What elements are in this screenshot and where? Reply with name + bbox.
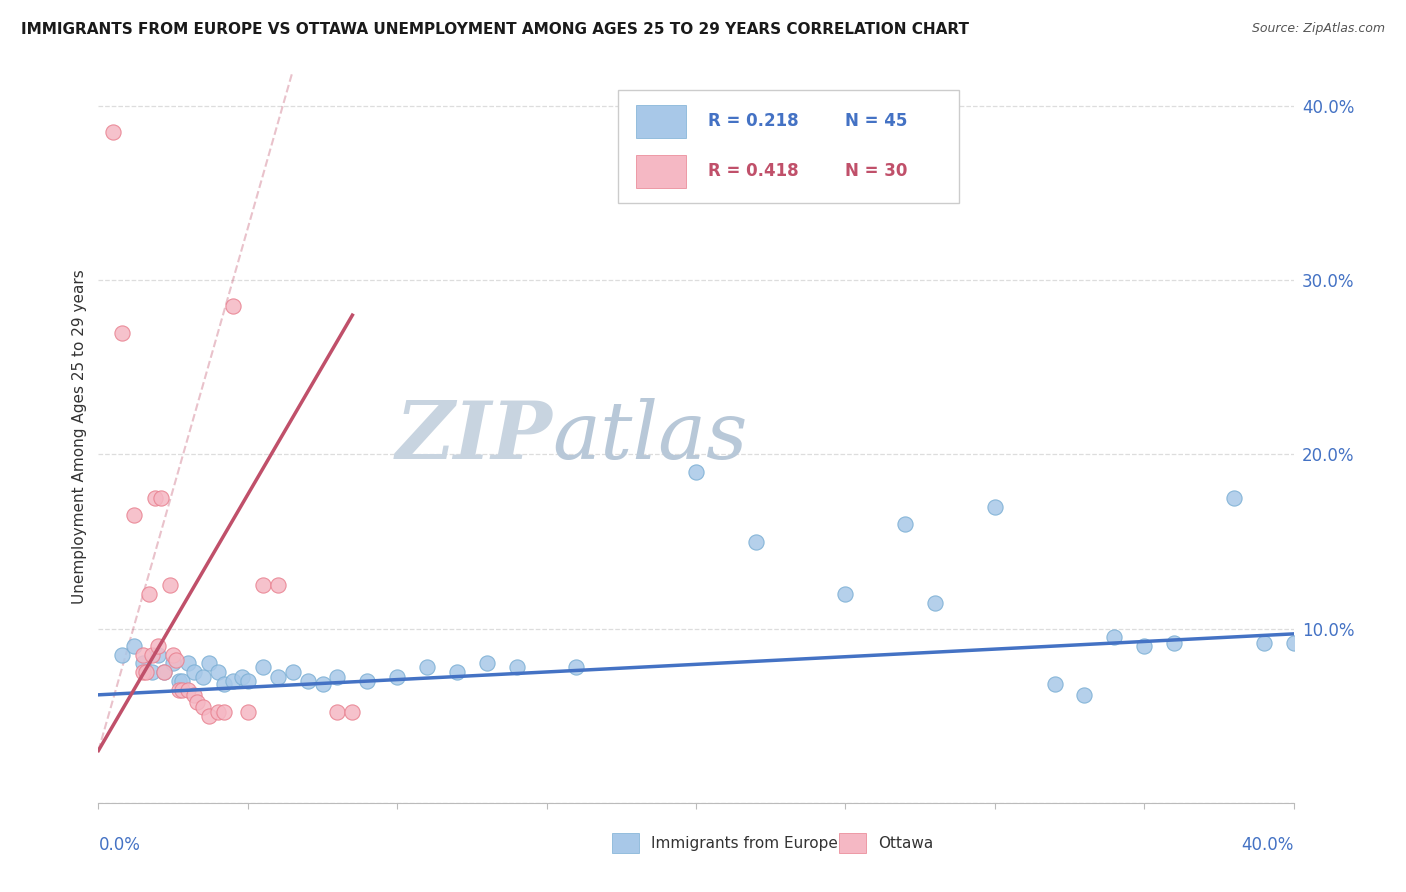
Point xyxy=(326,705,349,719)
Point xyxy=(231,670,253,684)
Point xyxy=(212,705,235,719)
Point xyxy=(894,517,917,532)
Point xyxy=(132,657,155,671)
Point xyxy=(191,700,214,714)
Point xyxy=(1253,635,1275,649)
Point xyxy=(167,682,190,697)
Text: Ottawa: Ottawa xyxy=(877,836,932,851)
Text: ZIP: ZIP xyxy=(395,399,553,475)
Text: N = 30: N = 30 xyxy=(845,162,908,180)
Point xyxy=(153,665,176,680)
Point xyxy=(834,587,856,601)
Point xyxy=(267,578,290,592)
Point xyxy=(924,595,946,609)
Point xyxy=(165,653,187,667)
Point xyxy=(135,665,157,680)
Point xyxy=(103,125,125,139)
Point xyxy=(1133,639,1156,653)
Point xyxy=(198,657,221,671)
Point xyxy=(111,648,134,662)
Point xyxy=(141,648,163,662)
Point xyxy=(177,657,200,671)
Point xyxy=(150,491,173,505)
Point xyxy=(416,660,439,674)
Point xyxy=(252,660,274,674)
Point xyxy=(745,534,768,549)
Point xyxy=(124,508,146,523)
Point xyxy=(162,648,184,662)
Point xyxy=(342,705,364,719)
Point xyxy=(167,673,190,688)
FancyBboxPatch shape xyxy=(637,105,686,138)
Text: 40.0%: 40.0% xyxy=(1241,836,1294,854)
Point xyxy=(143,491,166,505)
Point xyxy=(191,670,214,684)
Text: R = 0.218: R = 0.218 xyxy=(709,112,799,130)
Point xyxy=(186,695,208,709)
Text: R = 0.418: R = 0.418 xyxy=(709,162,799,180)
Point xyxy=(1073,688,1095,702)
Point xyxy=(162,657,184,671)
Point xyxy=(138,587,160,601)
Point xyxy=(177,682,200,697)
Point xyxy=(281,665,304,680)
Point xyxy=(148,648,170,662)
Point xyxy=(385,670,409,684)
Point xyxy=(183,688,205,702)
Point xyxy=(311,677,333,691)
Point xyxy=(132,665,155,680)
Point xyxy=(685,465,707,479)
Text: Source: ZipAtlas.com: Source: ZipAtlas.com xyxy=(1251,22,1385,36)
Point xyxy=(1163,635,1185,649)
Point xyxy=(172,673,194,688)
Point xyxy=(212,677,235,691)
FancyBboxPatch shape xyxy=(637,155,686,187)
Point xyxy=(159,578,181,592)
FancyBboxPatch shape xyxy=(619,90,959,203)
Point xyxy=(172,682,194,697)
Point xyxy=(207,665,229,680)
Text: IMMIGRANTS FROM EUROPE VS OTTAWA UNEMPLOYMENT AMONG AGES 25 TO 29 YEARS CORRELAT: IMMIGRANTS FROM EUROPE VS OTTAWA UNEMPLO… xyxy=(21,22,969,37)
Point xyxy=(984,500,1007,514)
Point xyxy=(198,708,221,723)
FancyBboxPatch shape xyxy=(839,833,866,854)
Point xyxy=(148,639,170,653)
Point xyxy=(132,648,155,662)
Text: Immigrants from Europe: Immigrants from Europe xyxy=(651,836,838,851)
Point xyxy=(1104,631,1126,645)
Y-axis label: Unemployment Among Ages 25 to 29 years: Unemployment Among Ages 25 to 29 years xyxy=(72,269,87,605)
Point xyxy=(565,660,588,674)
Point xyxy=(111,326,134,340)
Point xyxy=(222,673,245,688)
Text: N = 45: N = 45 xyxy=(845,112,908,130)
Point xyxy=(1282,635,1305,649)
Point xyxy=(356,673,378,688)
Point xyxy=(267,670,290,684)
Point xyxy=(124,639,146,653)
Point xyxy=(506,660,529,674)
Point xyxy=(326,670,349,684)
Text: 0.0%: 0.0% xyxy=(98,836,141,854)
Point xyxy=(446,665,468,680)
Point xyxy=(252,578,274,592)
Point xyxy=(153,665,176,680)
Point xyxy=(183,665,205,680)
Point xyxy=(1043,677,1066,691)
Point xyxy=(1223,491,1246,505)
Point xyxy=(297,673,319,688)
Point xyxy=(236,673,259,688)
Point xyxy=(207,705,229,719)
Point xyxy=(475,657,498,671)
FancyBboxPatch shape xyxy=(613,833,638,854)
Point xyxy=(236,705,259,719)
Point xyxy=(141,665,163,680)
Point xyxy=(222,300,245,314)
Text: atlas: atlas xyxy=(553,399,748,475)
